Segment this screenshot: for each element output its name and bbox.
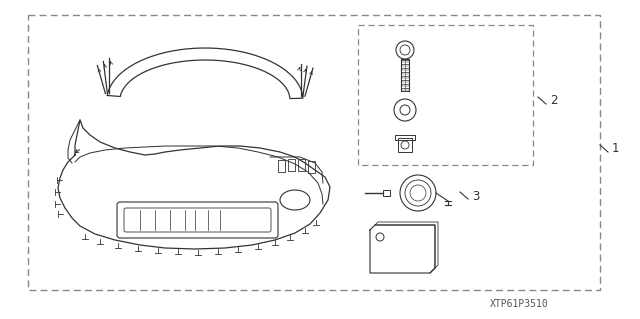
Bar [28,15,600,290]
Bar [298,159,305,171]
Bar [383,190,390,196]
Text: 2: 2 [550,93,557,107]
Bar [358,25,533,165]
Text: 3: 3 [472,189,479,203]
Bar [288,159,295,171]
Bar [395,135,415,140]
Text: XTP61P3510: XTP61P3510 [490,299,548,309]
Text: 1: 1 [612,142,620,154]
Bar [278,160,285,172]
Bar [308,161,315,173]
Bar [398,138,412,152]
